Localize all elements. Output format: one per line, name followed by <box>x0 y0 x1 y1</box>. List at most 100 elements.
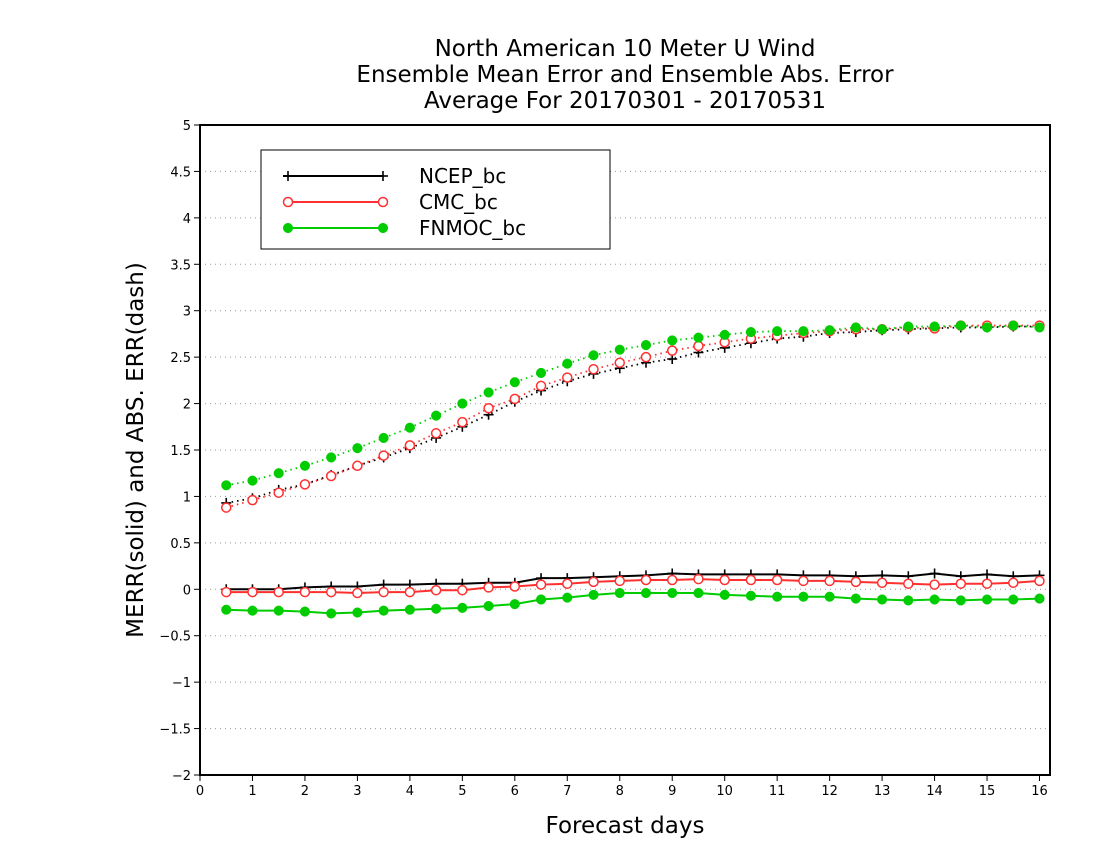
y-tick-label: 0.5 <box>170 537 191 552</box>
merr-point-FNMOC_bc-15 <box>614 587 625 599</box>
merr-point-CMC_bc-7 <box>404 586 416 598</box>
abs-err-point-CMC_bc-0 <box>220 502 232 513</box>
abs-err-point-FNMOC_bc-9 <box>457 398 468 409</box>
abs-err-line-FNMOC_bc <box>226 324 1040 487</box>
merr-point-CMC_bc-20 <box>745 574 757 586</box>
x-axis-label: Forecast days <box>546 813 705 839</box>
legend-marker-end-CMC_bc <box>377 196 389 208</box>
legend-marker-start-FNMOC_bc <box>282 222 294 234</box>
merr-point-CMC_bc-19 <box>719 574 730 586</box>
merr-point-CMC_bc-22 <box>798 575 809 587</box>
y-tick-label: −2 <box>172 769 191 784</box>
abs-err-point-FNMOC_bc-13 <box>562 358 573 369</box>
merr-point-FNMOC_bc-24 <box>850 593 861 604</box>
abs-err-point-CMC_bc-12 <box>535 380 547 392</box>
abs-err-point-FNMOC_bc-6 <box>378 432 389 443</box>
merr-point-CMC_bc-10 <box>483 582 494 593</box>
x-tick-label: 10 <box>716 784 733 799</box>
merr-point-CMC_bc-28 <box>955 578 967 589</box>
merr-point-FNMOC_bc-19 <box>719 589 730 600</box>
merr-point-CMC_bc-12 <box>535 579 547 590</box>
merr-point-FNMOC_bc-8 <box>431 603 442 614</box>
x-tick-label: 1 <box>248 784 256 799</box>
abs-err-point-FNMOC_bc-21 <box>772 326 783 337</box>
abs-err-point-CMC_bc-6 <box>378 450 389 461</box>
merr-point-CMC_bc-13 <box>562 578 573 589</box>
abs-err-point-FNMOC_bc-26 <box>903 321 914 332</box>
merr-point-FNMOC_bc-29 <box>981 594 993 605</box>
abs-err-point-CMC_bc-15 <box>614 357 626 368</box>
x-tick-label: 13 <box>874 784 891 799</box>
x-tick-label: 15 <box>979 784 996 799</box>
merr-point-FNMOC_bc-6 <box>378 605 389 616</box>
abs-err-point-FNMOC_bc-29 <box>981 322 993 333</box>
merr-point-FNMOC_bc-25 <box>877 594 888 605</box>
merr-point-FNMOC_bc-2 <box>273 605 284 616</box>
merr-point-CMC_bc-23 <box>824 575 835 587</box>
merr-point-FNMOC_bc-26 <box>903 595 914 606</box>
abs-err-point-FNMOC_bc-1 <box>247 475 258 486</box>
merr-point-NCEP_bc-29 <box>982 569 993 580</box>
merr-point-CMC_bc-14 <box>588 576 599 588</box>
y-tick-label: −0.5 <box>159 630 191 645</box>
abs-err-point-FNMOC_bc-7 <box>404 422 415 433</box>
abs-err-point-FNMOC_bc-2 <box>273 468 284 479</box>
abs-err-point-FNMOC_bc-17 <box>667 335 678 346</box>
merr-point-FNMOC_bc-23 <box>824 591 835 602</box>
abs-err-point-CMC_bc-3 <box>299 479 311 490</box>
abs-err-point-CMC_bc-10 <box>483 402 494 414</box>
abs-err-point-FNMOC_bc-22 <box>798 326 809 337</box>
chart-title-line-3: Average For 20170301 - 20170531 <box>423 88 827 114</box>
legend-label-FNMOC_bc: FNMOC_bc <box>419 216 526 240</box>
abs-err-point-CMC_bc-8 <box>430 428 442 439</box>
merr-point-FNMOC_bc-27 <box>929 594 940 605</box>
merr-point-CMC_bc-3 <box>299 586 311 598</box>
abs-err-point-FNMOC_bc-8 <box>431 410 442 421</box>
merr-point-CMC_bc-17 <box>666 574 678 586</box>
merr-point-FNMOC_bc-22 <box>798 591 809 602</box>
abs-err-point-FNMOC_bc-23 <box>824 325 835 336</box>
abs-err-point-CMC_bc-14 <box>588 363 599 375</box>
y-tick-label: 4 <box>183 212 191 227</box>
merr-point-FNMOC_bc-3 <box>299 606 310 617</box>
abs-err-point-CMC_bc-9 <box>457 416 468 428</box>
merr-point-CMC_bc-8 <box>430 584 442 596</box>
chart-title-line-2: Ensemble Mean Error and Ensemble Abs. Er… <box>356 62 894 88</box>
merr-point-CMC_bc-4 <box>325 586 337 598</box>
x-tick-label: 5 <box>458 784 466 799</box>
abs-err-point-FNMOC_bc-18 <box>693 332 704 343</box>
abs-err-point-FNMOC_bc-4 <box>326 452 337 463</box>
merr-point-CMC_bc-21 <box>771 574 783 586</box>
abs-err-point-CMC_bc-13 <box>562 372 573 383</box>
merr-point-FNMOC_bc-18 <box>693 587 704 599</box>
abs-err-point-CMC_bc-17 <box>666 345 678 356</box>
abs-err-point-FNMOC_bc-20 <box>745 327 756 338</box>
merr-point-CMC_bc-9 <box>457 584 468 596</box>
merr-point-CMC_bc-30 <box>1008 577 1019 589</box>
abs-err-line-CMC_bc <box>225 324 1040 509</box>
merr-point-CMC_bc-11 <box>509 581 521 592</box>
legend-marker-end-NCEP_bc <box>378 171 388 181</box>
x-tick-label: 6 <box>511 784 519 799</box>
merr-point-FNMOC_bc-12 <box>535 594 547 605</box>
merr-point-CMC_bc-18 <box>693 573 704 585</box>
x-tick-label: 8 <box>616 784 624 799</box>
abs-err-point-FNMOC_bc-31 <box>1034 322 1045 333</box>
y-axis-label: MERR(solid) and ABS. ERR(dash) <box>123 262 149 638</box>
merr-point-CMC_bc-15 <box>614 575 626 587</box>
abs-err-point-FNMOC_bc-28 <box>955 320 966 331</box>
y-tick-label: −1 <box>172 676 191 691</box>
abs-err-point-FNMOC_bc-12 <box>535 367 547 378</box>
merr-point-FNMOC_bc-11 <box>509 599 520 610</box>
abs-err-point-FNMOC_bc-15 <box>614 344 625 355</box>
abs-err-point-CMC_bc-2 <box>273 487 284 498</box>
merr-point-FNMOC_bc-13 <box>562 592 573 603</box>
abs-err-line-NCEP_bc <box>226 325 1040 504</box>
merr-point-FNMOC_bc-7 <box>404 604 415 615</box>
merr-point-CMC_bc-16 <box>640 574 652 586</box>
abs-err-point-FNMOC_bc-14 <box>588 350 599 361</box>
abs-err-point-CMC_bc-5 <box>352 460 363 472</box>
merr-point-FNMOC_bc-0 <box>221 604 232 615</box>
merr-point-CMC_bc-27 <box>929 579 940 590</box>
